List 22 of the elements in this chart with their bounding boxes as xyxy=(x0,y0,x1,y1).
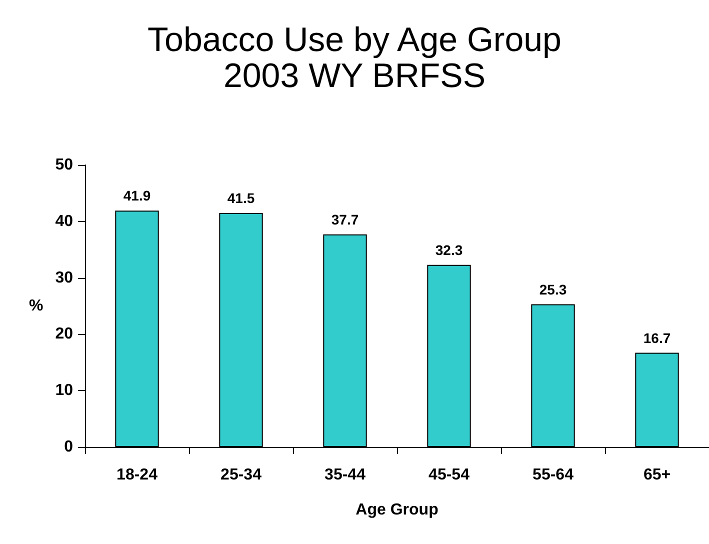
x-tick-label: 45-54 xyxy=(428,466,470,484)
y-tick-label: 0 xyxy=(64,438,74,456)
y-axis-title: % xyxy=(29,298,44,314)
y-tick-label: 10 xyxy=(55,382,74,400)
chart-subtitle: 2003 WY BRFSS xyxy=(223,57,486,95)
x-tick-label: 25-34 xyxy=(220,466,262,484)
data-label: 41.9 xyxy=(123,188,151,204)
data-label: 25.3 xyxy=(539,281,567,298)
x-tick-label: 18-24 xyxy=(116,466,158,484)
data-label: 37.7 xyxy=(331,211,359,228)
data-label: 41.5 xyxy=(227,190,255,206)
y-tick-label: 30 xyxy=(55,269,74,286)
x-tick-label: 55-64 xyxy=(532,466,574,484)
y-tick-label: 50 xyxy=(55,156,74,174)
data-label: 16.7 xyxy=(643,330,671,346)
y-tick-label: 20 xyxy=(55,326,74,343)
x-tick-label: 65+ xyxy=(643,466,671,484)
data-label: 32.3 xyxy=(435,242,463,258)
y-tick-label: 40 xyxy=(55,212,74,230)
x-axis-title: Age Group xyxy=(356,502,439,518)
x-tick-label: 35-44 xyxy=(324,466,366,484)
chart-title: Tobacco Use by Age Group xyxy=(148,21,562,59)
